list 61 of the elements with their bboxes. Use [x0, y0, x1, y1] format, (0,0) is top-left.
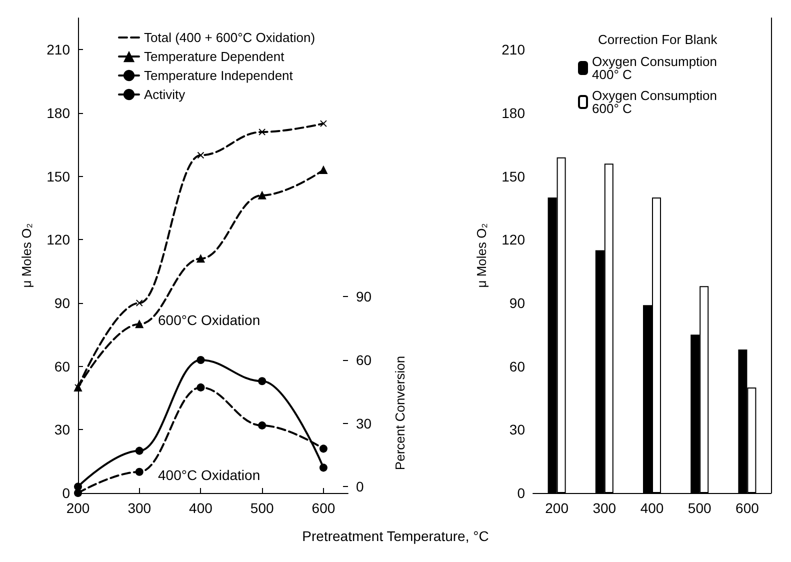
x-tick-label: 300	[592, 500, 616, 516]
x-tick-label: 400	[189, 500, 213, 516]
legend-title: Correction For Blank	[598, 32, 718, 47]
x-axis-title: Pretreatment Temperature, °C	[301, 528, 490, 544]
x-tick-label: 200	[545, 500, 569, 516]
point	[320, 120, 327, 128]
y-tick-label: 180	[502, 105, 526, 121]
y2-tick-label: 90	[356, 288, 372, 305]
y-tick-label: 120	[46, 232, 70, 248]
y-tick-label: 0	[517, 485, 526, 501]
y-axis-title: μ Moles O₂	[474, 223, 489, 288]
point	[196, 356, 205, 364]
y-tick-label: 210	[502, 42, 526, 58]
y-axis-title: μ Moles O₂	[19, 223, 34, 288]
point	[135, 320, 144, 328]
point	[135, 468, 144, 476]
point	[258, 191, 266, 200]
point	[258, 377, 266, 386]
point	[319, 444, 328, 453]
x-tick-label: 400	[640, 500, 664, 516]
x-tick-label: 500	[688, 500, 712, 516]
x-tick-label: 500	[250, 500, 274, 516]
point	[196, 254, 205, 263]
point	[196, 383, 205, 392]
annotation: 400°C Oxidation	[158, 467, 260, 483]
point	[319, 464, 328, 472]
y2-tick-label: 60	[356, 352, 372, 368]
point	[74, 489, 82, 497]
y2-axis-title: Percent Conversion	[392, 356, 408, 470]
point	[258, 128, 266, 136]
y-tick-label: 0	[62, 485, 70, 501]
y2-tick-label: 0	[356, 478, 364, 495]
legend-label: Oxygen Consumption 600° C	[592, 88, 721, 116]
point	[197, 152, 204, 159]
y-tick-label: 60	[54, 358, 70, 374]
y-tick-label: 180	[46, 105, 70, 121]
y-tick-label: 210	[46, 42, 70, 58]
legend-label: Total (400 + 600°C Oxidation)	[144, 30, 316, 45]
y2-tick-label: 30	[356, 415, 372, 432]
y-tick-label: 150	[502, 168, 526, 184]
y-tick-label: 150	[46, 168, 70, 184]
legend-label: Temperature Dependent	[144, 49, 285, 64]
x-tick-label: 600	[312, 500, 336, 516]
point	[135, 446, 144, 455]
y-tick-label: 60	[509, 358, 526, 374]
legend-label: Oxygen Consumption 400° C	[592, 54, 721, 82]
legend-label: Temperature Independent	[144, 68, 294, 83]
annotation: 600°C Oxidation	[158, 312, 260, 328]
y-tick-label: 30	[54, 422, 70, 438]
x-tick-label: 200	[66, 500, 90, 516]
point	[258, 421, 266, 430]
y-tick-label: 90	[509, 295, 526, 311]
x-tick-label: 300	[128, 500, 152, 516]
x-tick-label: 600	[736, 500, 760, 516]
y-tick-label: 90	[54, 295, 70, 311]
point	[136, 300, 143, 306]
point	[74, 482, 82, 491]
y-tick-label: 30	[509, 422, 526, 438]
y-tick-label: 120	[502, 232, 526, 248]
point	[319, 166, 328, 174]
legend-label: Activity	[144, 87, 186, 102]
